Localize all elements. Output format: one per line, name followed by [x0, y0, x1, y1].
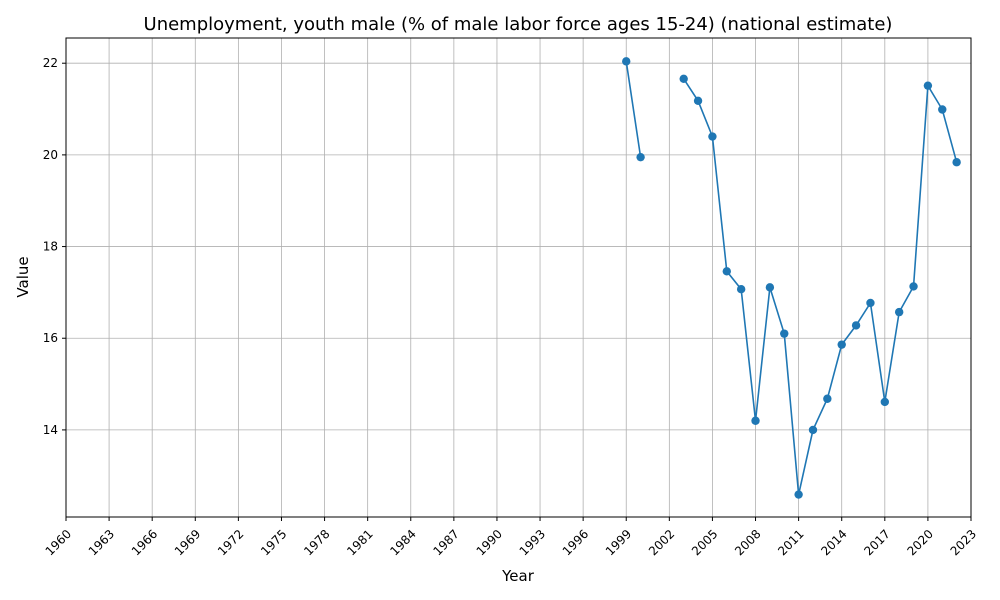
data-point-2011	[794, 490, 803, 499]
x-tick-label: 1981	[344, 527, 375, 558]
data-series	[622, 57, 961, 499]
data-point-2017	[880, 397, 890, 407]
x-tick-label: 1963	[86, 527, 117, 558]
x-tick-label: 2020	[905, 527, 936, 558]
x-tick-label: 2008	[732, 527, 763, 558]
grid-lines	[65, 38, 972, 517]
x-tick-label: 1960	[43, 527, 74, 558]
x-tick-label: 2005	[689, 527, 720, 558]
x-tick-label: 1993	[517, 527, 548, 558]
data-point-2003	[679, 74, 688, 83]
data-point-2019	[909, 282, 918, 291]
x-tick-label: 1969	[172, 527, 203, 558]
data-point-2014	[837, 340, 846, 349]
data-point-2015	[851, 321, 861, 330]
x-tick-label: 1978	[301, 527, 332, 558]
data-point-2021	[938, 105, 947, 114]
data-point-2020	[923, 81, 933, 90]
series-line-segment	[625, 61, 642, 158]
chart-title: Unemployment, youth male (% of male labo…	[144, 14, 893, 35]
x-axis-ticks: 1960 1963 1966 1969 1972 1975 1978 1981 1984 1987…	[43, 517, 979, 558]
data-point-2012	[808, 425, 818, 435]
data-point-2007	[736, 284, 746, 294]
x-tick-label: 2002	[646, 527, 677, 558]
data-point-2010	[780, 329, 789, 338]
y-axis-label: Value	[14, 256, 32, 297]
y-tick-label: 20	[43, 148, 58, 162]
data-point-2009	[765, 283, 775, 292]
y-tick-label: 22	[43, 56, 58, 70]
data-point-2008	[751, 416, 760, 425]
x-tick-label: 1975	[258, 527, 289, 558]
data-point-2018	[894, 307, 904, 317]
x-tick-label: 2017	[861, 527, 892, 558]
x-tick-label: 2011	[775, 527, 806, 558]
y-tick-label: 14	[43, 423, 58, 437]
y-axis-ticks: 14 16 18 20 22	[43, 56, 66, 437]
x-tick-label: 1990	[474, 527, 505, 558]
data-point-2013	[823, 394, 832, 403]
data-point-2004	[693, 96, 703, 105]
x-tick-label: 2014	[818, 527, 849, 558]
x-tick-label: 1999	[603, 527, 634, 558]
x-tick-label: 1987	[430, 527, 461, 558]
data-point-2006	[722, 267, 731, 276]
x-tick-label: 1984	[387, 527, 418, 558]
data-point-2016	[866, 298, 875, 308]
x-axis-label: Year	[501, 567, 535, 585]
data-point-2022	[952, 158, 961, 167]
x-tick-label: 2023	[948, 527, 979, 558]
plot-frame	[65, 37, 972, 518]
y-tick-label: 18	[43, 240, 58, 254]
y-tick-label: 16	[43, 331, 58, 345]
data-point-2000	[636, 152, 645, 162]
x-tick-label: 1966	[129, 527, 160, 558]
x-tick-label: 1996	[560, 527, 591, 558]
data-point-1999	[622, 57, 631, 66]
data-point-2005	[708, 132, 717, 141]
x-tick-label: 1972	[215, 527, 246, 558]
